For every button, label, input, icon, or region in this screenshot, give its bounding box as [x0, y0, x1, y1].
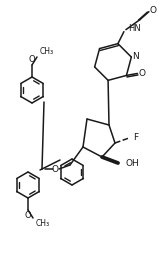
Text: CH₃: CH₃	[40, 48, 54, 57]
Text: O: O	[51, 164, 59, 174]
Text: OH: OH	[126, 159, 140, 168]
Text: HN: HN	[128, 24, 141, 33]
Text: N: N	[132, 52, 139, 60]
Text: O: O	[29, 55, 35, 64]
Text: O: O	[149, 6, 156, 15]
Text: CH₃: CH₃	[36, 219, 50, 227]
Text: F: F	[133, 134, 138, 143]
Text: O: O	[139, 69, 146, 78]
Text: O: O	[25, 210, 31, 220]
